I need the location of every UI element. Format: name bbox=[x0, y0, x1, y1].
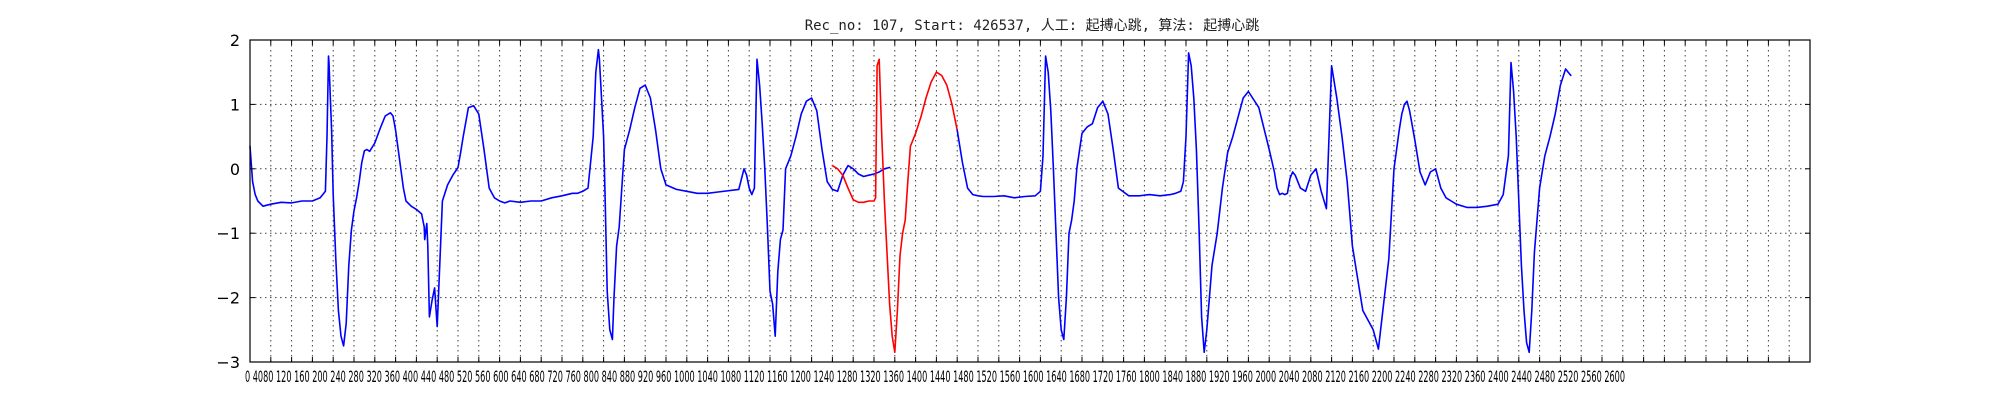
y-tick-label: −2 bbox=[216, 289, 240, 308]
plot-frame bbox=[249, 39, 1811, 363]
chart-title: Rec_no: 107, Start: 426537, 人工: 起搏心跳, 算法… bbox=[805, 17, 1260, 34]
y-tick-label: 0 bbox=[230, 160, 240, 179]
ecg-signal-line bbox=[249, 48, 891, 347]
ecg-signal-line bbox=[956, 52, 1442, 354]
series-layer bbox=[249, 48, 1572, 354]
y-tick-label: 2 bbox=[230, 31, 240, 50]
ecg-signal-line bbox=[1440, 61, 1572, 354]
y-tick-label: −3 bbox=[216, 353, 240, 372]
highlighted-beat-line bbox=[831, 58, 959, 354]
grid bbox=[250, 40, 1810, 362]
axes bbox=[249, 39, 1811, 363]
x-tick-labels: 0 4080 120 160 200 240 280 320 360 400 4… bbox=[245, 367, 1625, 386]
y-tick-label: −1 bbox=[216, 224, 240, 243]
tick-labels: 2 1 0 −1 −2 −3 0 4080 120 160 200 240 280 320 … bbox=[216, 31, 1625, 386]
y-tick-label: 1 bbox=[230, 95, 240, 114]
